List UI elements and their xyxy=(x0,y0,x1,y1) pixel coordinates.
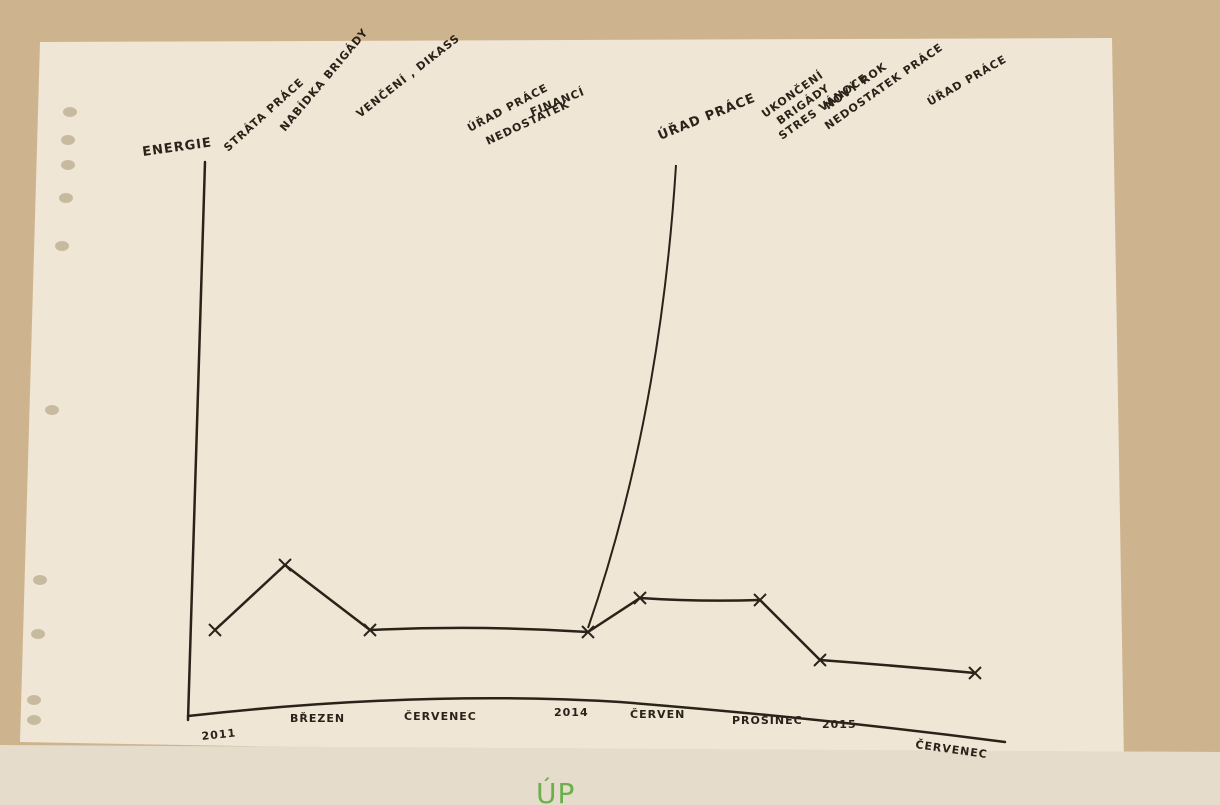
lower-paper-sheet xyxy=(0,745,1220,805)
marker xyxy=(363,623,377,637)
timeline-label: ČERVENEC xyxy=(404,710,477,723)
marker xyxy=(278,558,292,572)
spike-line xyxy=(587,164,677,629)
green-marker-text: ÚP xyxy=(536,776,575,805)
x-axis xyxy=(186,696,1007,744)
marker xyxy=(208,623,222,637)
energy-curve xyxy=(214,563,976,675)
curve-markers xyxy=(208,558,982,680)
marker xyxy=(968,666,982,680)
timeline-label: BŘEZEN xyxy=(290,712,345,725)
timeline-label: 2014 xyxy=(554,706,589,719)
chart-axes xyxy=(186,160,1007,744)
marker xyxy=(753,593,767,607)
punch-holes xyxy=(27,107,77,725)
marker xyxy=(581,625,595,639)
paper-sheet xyxy=(20,38,1124,762)
marker xyxy=(633,591,647,605)
timeline-label: PROSINEC xyxy=(732,714,803,727)
marker xyxy=(813,653,827,667)
timeline-label: 2011 xyxy=(201,726,237,743)
y-axis xyxy=(186,160,207,722)
timeline-label: 2015 xyxy=(822,718,857,731)
timeline-label: ČERVEN xyxy=(630,708,685,721)
